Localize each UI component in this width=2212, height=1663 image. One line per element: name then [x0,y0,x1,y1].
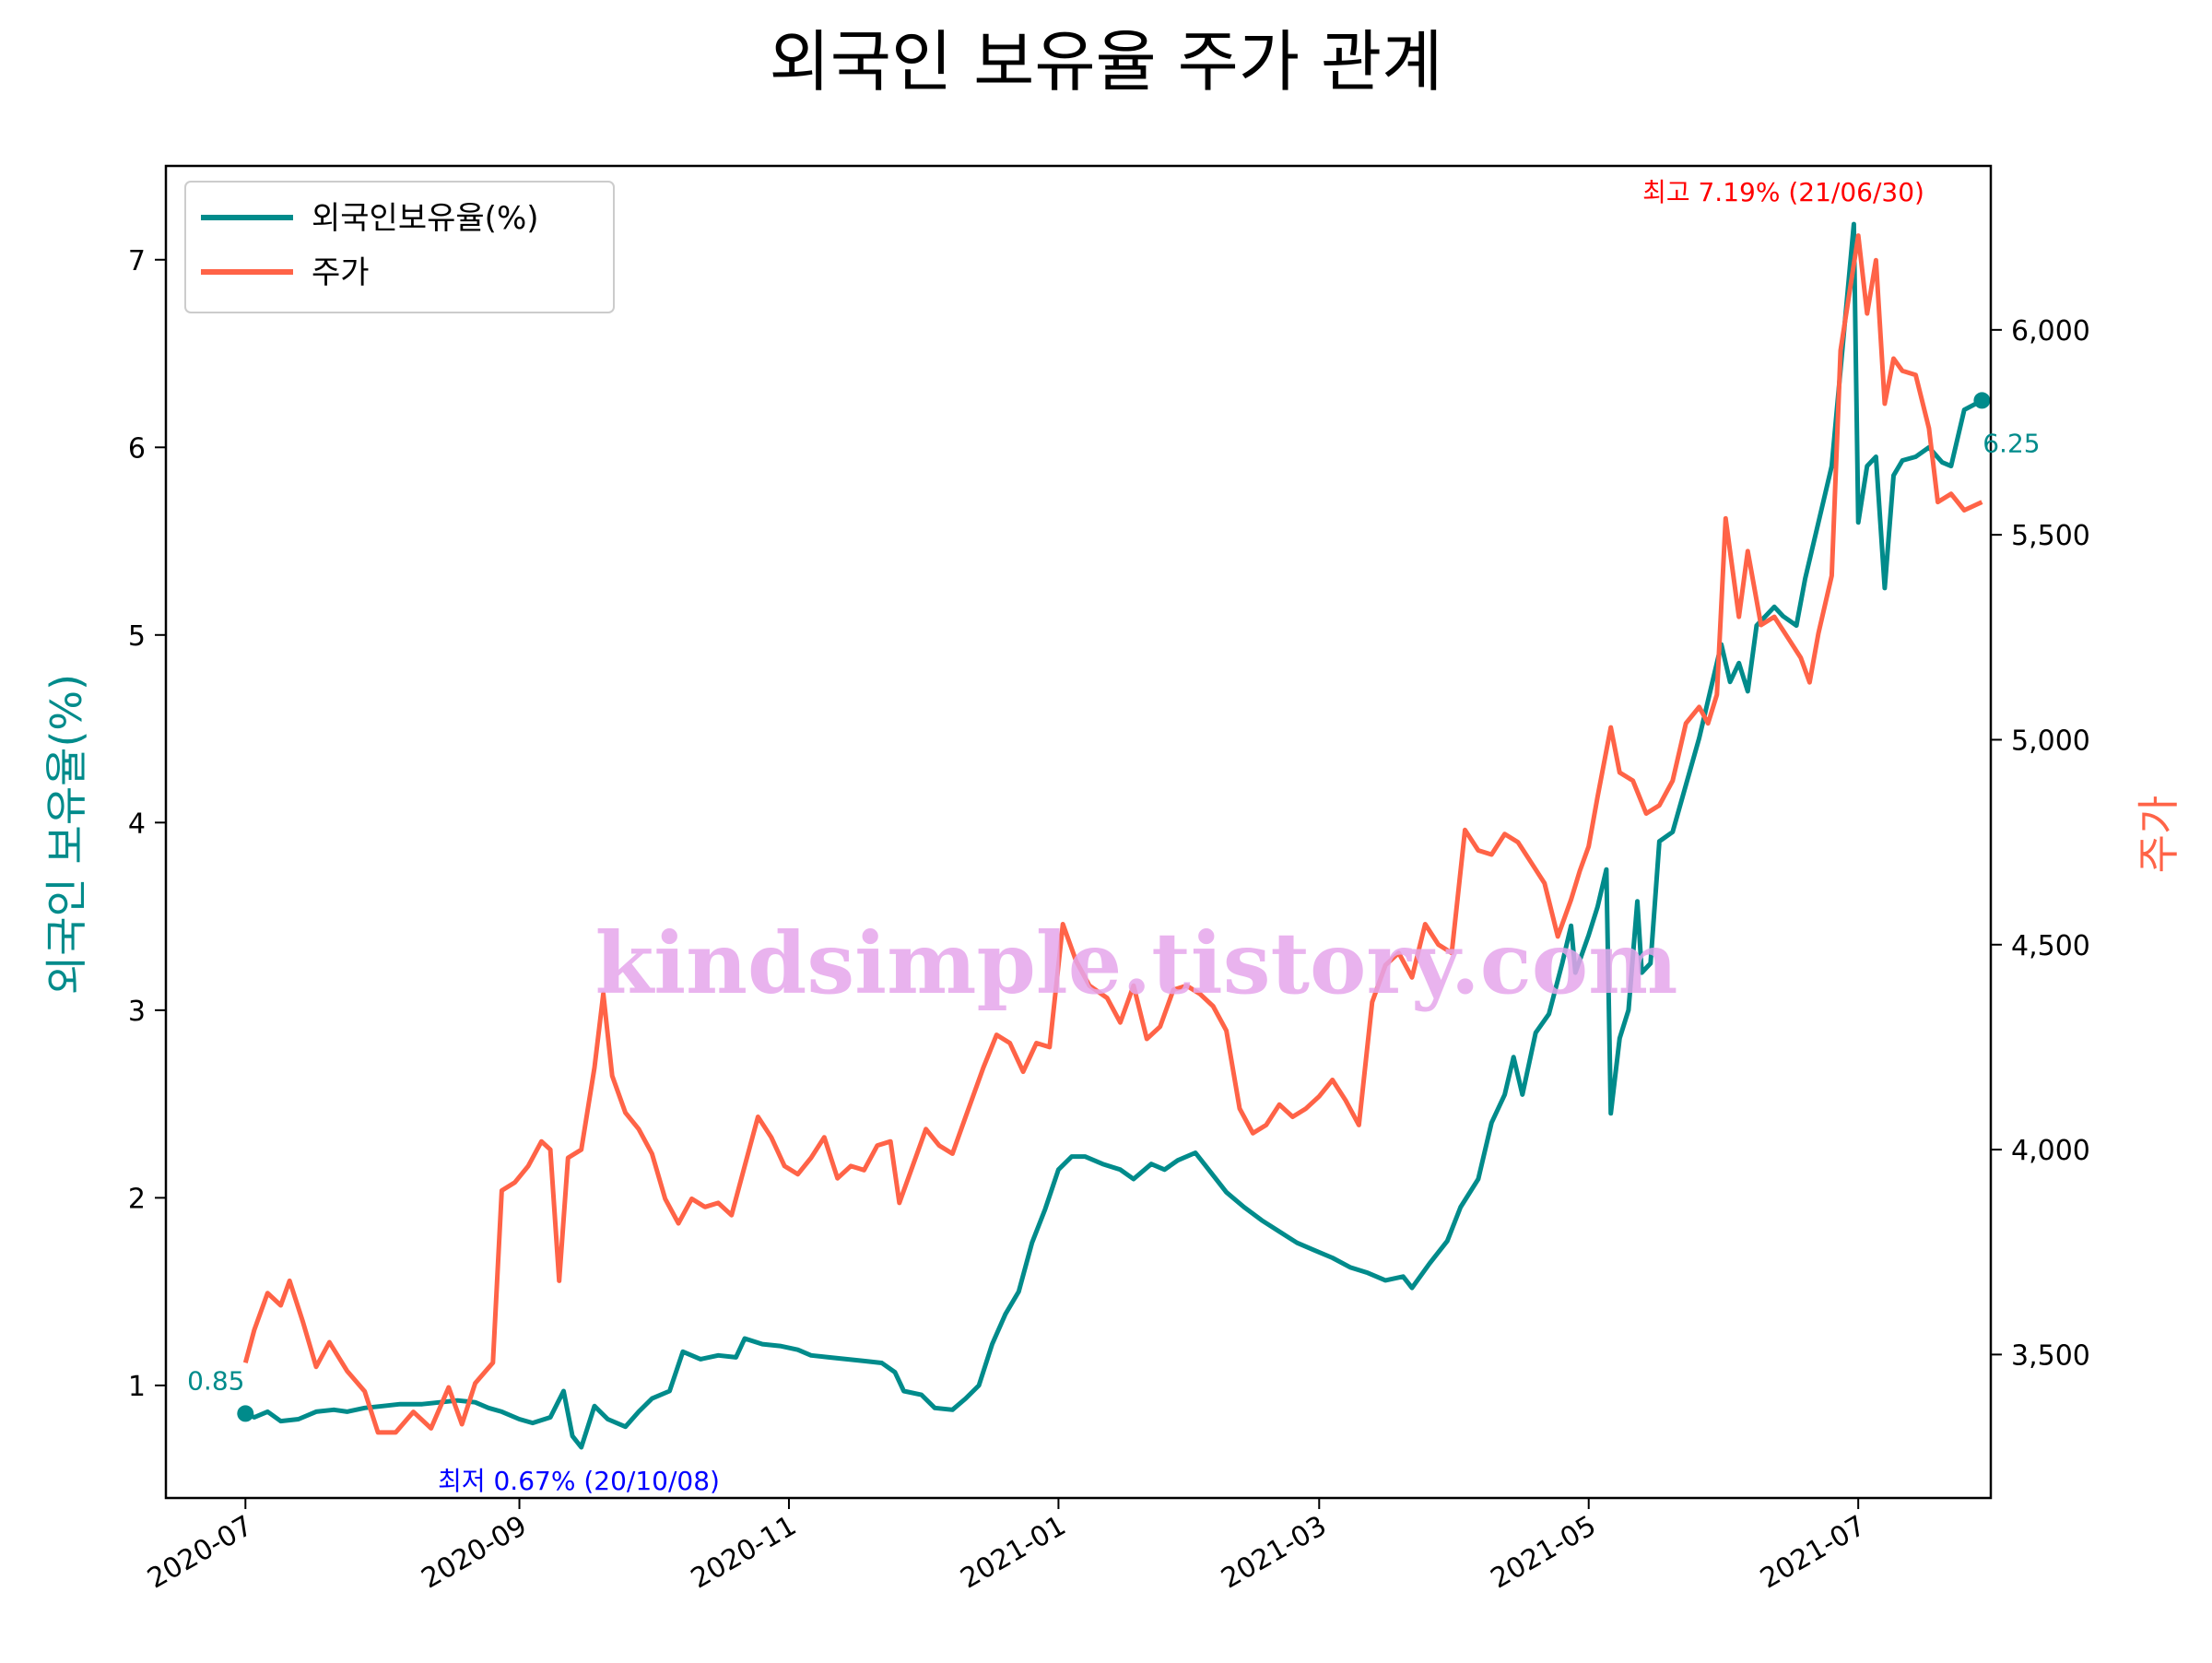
y-left-tick-label: 4 [128,808,146,840]
legend-box [184,181,615,313]
y-left-tick-label: 2 [128,1183,146,1215]
watermark: kindsimple.tistory.com [594,914,1677,1013]
x-tick-label: 2020-07 [142,1510,258,1596]
legend-label-price: 주가 [312,254,370,291]
y-axis-left-title: 외국인 보유율(%) [41,674,91,995]
legend-label-foreign: 외국인보유율(%) [312,200,539,237]
x-tick-label: 2020-11 [686,1510,802,1596]
y-right-tick-label: 4,000 [2011,1135,2090,1167]
x-tick-label: 2021-01 [955,1510,1071,1596]
x-tick-label: 2021-07 [1755,1510,1871,1596]
start-point-marker [237,1405,254,1422]
y-axis-left: 1 2 3 4 5 6 7 [128,245,166,1403]
x-axis: 2020-07 2020-09 2020-11 2021-01 2021-03 2021-… [142,1498,1871,1596]
y-right-tick-label: 5,000 [2011,725,2090,757]
y-left-tick-label: 7 [128,245,146,277]
x-tick-label: 2021-05 [1486,1510,1602,1596]
x-tick-label: 2021-03 [1216,1510,1332,1596]
y-left-tick-label: 3 [128,996,146,1028]
y-left-tick-label: 1 [128,1371,146,1403]
y-axis-right-title: 주가 [2134,796,2183,874]
annotations: 최고 7.19% (21/06/30) 최저 0.67% (20/10/08) … [187,177,2040,1496]
min-annotation: 최저 0.67% (20/10/08) [438,1466,720,1496]
y-left-tick-label: 6 [128,432,146,465]
chart-title: 외국인 보유율 주가 관계 [769,23,1442,100]
series-line-price [242,233,1983,1435]
y-right-tick-label: 3,500 [2011,1339,2090,1372]
y-right-tick-label: 4,500 [2011,930,2090,962]
legend: 외국인보유율(%) 주가 [184,181,615,313]
y-axis-right: 3,500 4,000 4,500 5,000 5,500 6,000 [1991,315,2090,1372]
y-left-tick-label: 5 [128,620,146,653]
plot-area [164,164,1993,1500]
end-point-marker [1973,392,1991,409]
plot-frame [164,164,1993,1500]
y-right-tick-label: 6,000 [2011,315,2090,348]
max-annotation: 최고 7.19% (21/06/30) [1642,177,1924,207]
x-tick-label: 2020-09 [416,1510,532,1596]
series-line-foreign [244,221,1983,1450]
y-right-tick-label: 5,500 [2011,520,2090,552]
start-value-label: 0.85 [187,1365,244,1396]
end-value-label: 6.25 [1983,428,2040,458]
